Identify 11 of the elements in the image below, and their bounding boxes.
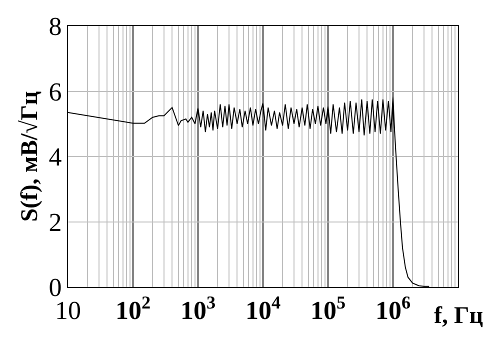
x-tick-label: 10$^{3}$ bbox=[180, 292, 216, 326]
y-tick-label: 4 bbox=[48, 142, 62, 172]
y-tick-label: 2 bbox=[48, 208, 62, 237]
x-tick-label: 10$^{6}$ bbox=[375, 292, 411, 326]
x-tick-label: 10$^{4}$ bbox=[245, 292, 281, 326]
x-axis-title: f, Гц bbox=[434, 303, 484, 329]
y-tick-label: 8 bbox=[48, 12, 62, 42]
y-tick-label: 6 bbox=[48, 77, 62, 106]
x-tick-label: 10$^{5}$ bbox=[310, 292, 346, 326]
x-tick-label: 10$^{2}$ bbox=[115, 292, 151, 326]
y-axis-title: S(f), мВ/√Гц bbox=[16, 91, 43, 222]
